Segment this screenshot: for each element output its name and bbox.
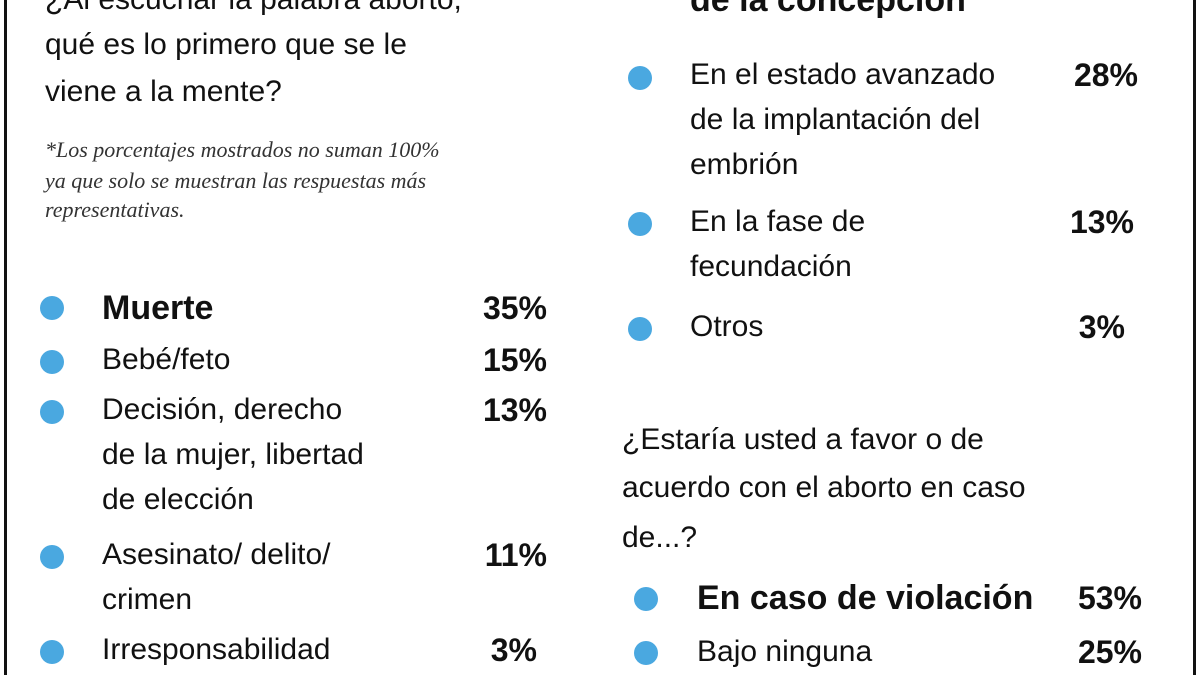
item-label: Decisión, derecho xyxy=(102,393,343,426)
question-line: acuerdo con el aborto en caso xyxy=(622,471,1026,504)
bullet xyxy=(40,296,64,320)
item-label: Bajo ninguna xyxy=(697,635,873,668)
item-value: 13% xyxy=(1069,204,1134,240)
item-label: Muerte xyxy=(102,289,214,327)
item-label: de la mujer, libertad xyxy=(102,438,364,471)
note-line: ya que solo se muestran las respuestas m… xyxy=(45,168,427,193)
item-label: Bebé/feto xyxy=(102,343,231,376)
item-label: En el estado avanzado xyxy=(690,58,996,91)
question-line: qué es lo primero que se le xyxy=(45,28,407,61)
item-label: Irresponsabilidad xyxy=(102,633,331,666)
bullet xyxy=(634,587,658,611)
item-label: de elección xyxy=(102,483,254,516)
bullet xyxy=(628,212,652,236)
item-value: 53% xyxy=(1077,580,1142,616)
bullet xyxy=(628,66,652,90)
bullet xyxy=(628,317,652,341)
bullet xyxy=(40,350,64,374)
item-label: crimen xyxy=(102,583,193,616)
bullet xyxy=(40,400,64,424)
border-left xyxy=(4,0,7,675)
item-value: 13% xyxy=(482,392,547,428)
bullet xyxy=(40,640,64,664)
item-label: Asesinato/ delito/ xyxy=(102,538,331,571)
note-line: *Los porcentajes mostrados no suman 100% xyxy=(45,137,440,162)
item-value: 28% xyxy=(1073,57,1138,93)
item-value: 25% xyxy=(1077,634,1142,670)
question-line: viene a la mente? xyxy=(45,75,282,108)
note-line: representativas. xyxy=(45,197,185,222)
heading: de la concepción xyxy=(690,0,966,19)
bullet xyxy=(40,545,64,569)
item-value: 11% xyxy=(484,537,547,573)
item-label: Otros xyxy=(690,310,764,343)
item-value: 3% xyxy=(490,632,537,668)
item-value: 15% xyxy=(482,342,547,378)
question-line: de...? xyxy=(622,521,698,554)
item-label: En caso de violación xyxy=(697,579,1034,617)
border-right xyxy=(1193,0,1196,675)
question-line: ¿Al escuchar la palabra aborto, xyxy=(45,0,462,18)
item-label: fecundación xyxy=(690,250,852,283)
item-label: de la implantación del xyxy=(690,103,981,136)
bullet xyxy=(634,641,658,665)
item-label: En la fase de xyxy=(690,205,866,238)
item-value: 35% xyxy=(482,290,547,326)
item-value: 3% xyxy=(1078,309,1125,345)
question-line: ¿Estaría usted a favor o de xyxy=(622,423,984,456)
item-label: embrión xyxy=(690,148,799,181)
